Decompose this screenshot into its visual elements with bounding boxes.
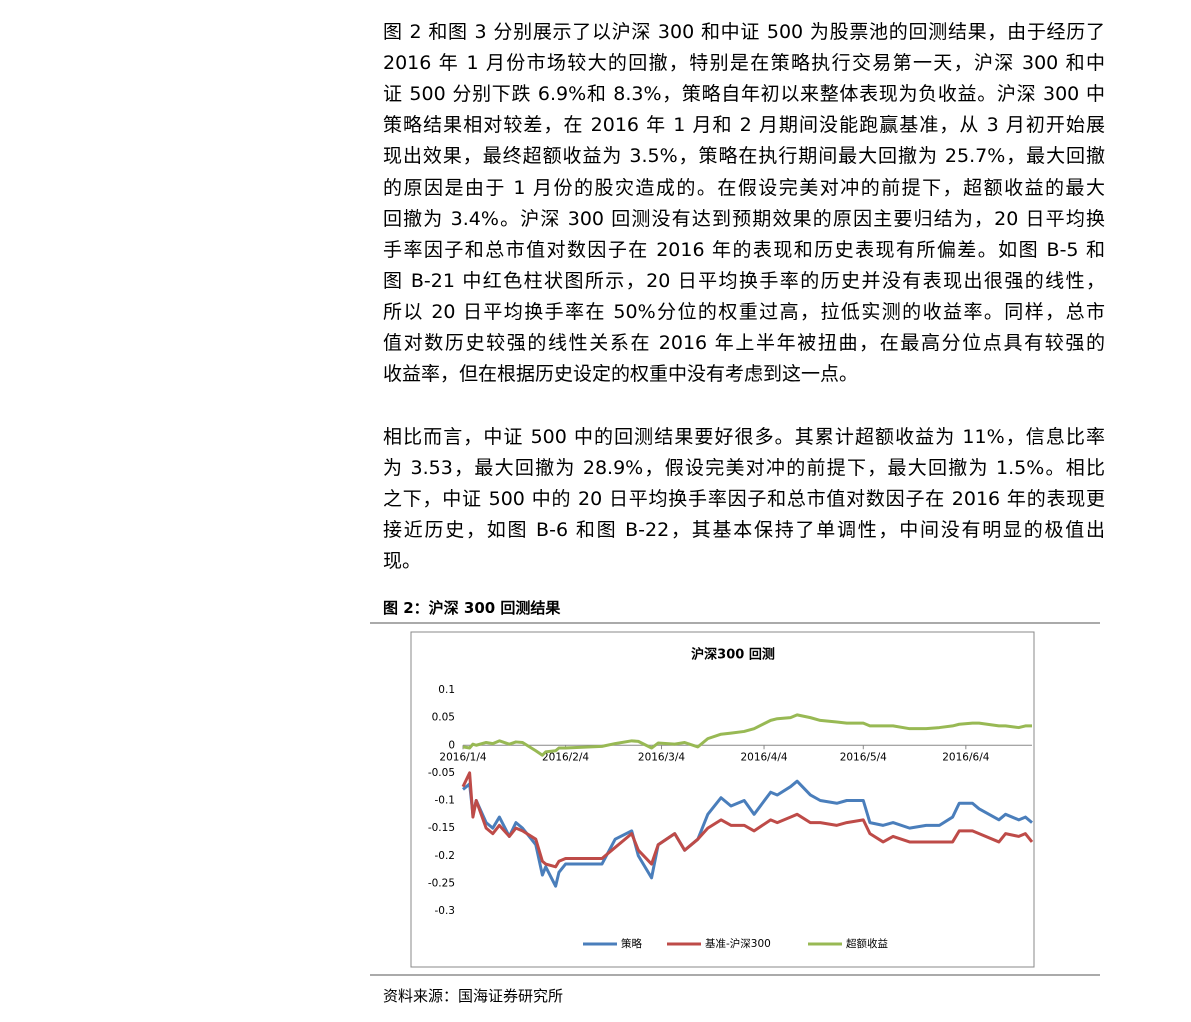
y-tick-label: 0.1	[438, 684, 455, 696]
series-line	[462, 779, 1033, 888]
y-tick-label: -0.15	[428, 822, 455, 834]
legend-label: 超额收益	[846, 937, 888, 950]
series-line	[462, 713, 1032, 757]
text-line: 所以 20 日平均换手率在 50%分位的权重过高，拉低实测的收益率。同样，总市	[383, 300, 1105, 323]
text-line: 现。	[383, 550, 422, 573]
x-tick-label: 2016/1/4	[439, 751, 486, 763]
y-tick-label: 0.05	[432, 712, 455, 724]
y-tick-label: -0.3	[435, 905, 456, 917]
x-tick-label: 2016/6/4	[942, 751, 989, 763]
text-line: 策略结果相对较差，在 2016 年 1 月和 2 月期间没能跑赢基准，从 3 月…	[383, 114, 1105, 137]
text-line: 值对数历史较强的线性关系在 2016 年上半年被扭曲，在最高分位点具有较强的	[383, 332, 1105, 354]
series-line	[461, 771, 1034, 869]
text-line: 图 2 和图 3 分别展示了以沪深 300 和中证 500 为股票池的回测结果，…	[383, 21, 1105, 43]
chart-title: 沪深300 回测	[691, 647, 775, 663]
text-line: 证 500 分别下跌 6.9%和 8.3%，策略自年初以来整体表现为负收益。沪深…	[383, 83, 1105, 106]
y-tick-label: 0	[448, 739, 455, 751]
y-tick-label: -0.1	[435, 795, 456, 807]
text-line: 2016 年 1 月份市场较大的回撤，特别是在策略执行交易第一天，沪深 300 …	[383, 52, 1105, 75]
text-line: 现出效果，最终超额收益为 3.5%，策略在执行期间最大回撤为 25.7%，最大回…	[383, 145, 1105, 168]
text-line: 为 3.53，最大回撤为 28.9%，假设完美对冲的前提下，最大回撤为 1.5%…	[383, 457, 1105, 480]
figure-caption: 图 2：沪深 300 回测结果	[383, 599, 561, 617]
x-tick-label: 2016/5/4	[840, 751, 887, 763]
text-line: 收益率，但在根据历史设定的权重中没有考虑到这一点。	[383, 363, 859, 386]
text-line: 的原因是由于 1 月份的股灾造成的。在假设完美对冲的前提下，超额收益的最大	[383, 176, 1105, 199]
text-line: 回撤为 3.4%。沪深 300 回测没有达到预期效果的原因主要归结为，20 日平…	[383, 207, 1105, 230]
x-tick-label: 2016/4/4	[740, 751, 787, 763]
y-tick-label: -0.05	[428, 767, 455, 779]
x-tick-label: 2016/3/4	[638, 751, 685, 763]
chart-frame	[410, 631, 1035, 968]
legend-label: 基准-沪深300	[705, 937, 771, 950]
text-line: 之下，中证 500 中的 20 日平均换手率因子和总市值对数因子在 2016 年…	[383, 488, 1105, 511]
y-tick-label: -0.2	[435, 850, 456, 862]
text-line: 相比而言，中证 500 中的回测结果要好很多。其累计超额收益为 11%，信息比率	[383, 426, 1105, 448]
x-tick-label: 2016/2/4	[542, 751, 589, 763]
text-line: 接近历史，如图 B-6 和图 B-22，其基本保持了单调性，中间没有明显的极值出	[383, 519, 1105, 542]
y-tick-label: -0.25	[428, 877, 455, 889]
legend-label: 策略	[621, 937, 642, 950]
text-line: 图 B-21 中红色柱状图所示，20 日平均换手率的历史并没有表现出很强的线性，	[383, 269, 1105, 292]
source: 资料来源：国海证券研究所	[383, 987, 564, 1005]
text-line: 手率因子和总市值对数因子在 2016 年的表现和历史表现有所偏差。如图 B-5 …	[383, 238, 1105, 261]
